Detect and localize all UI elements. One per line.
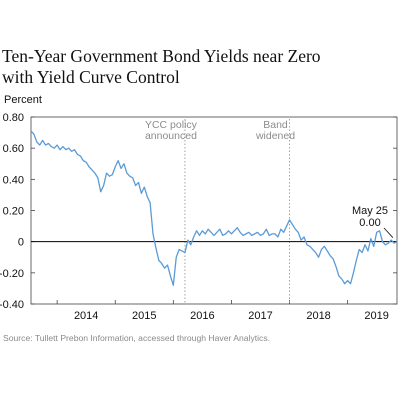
y-tick-label: 0 bbox=[18, 237, 24, 249]
chart-title: Ten-Year Government Bond Yields near Zer… bbox=[2, 46, 398, 88]
source-note: Source: Tullett Prebon Information, acce… bbox=[3, 333, 271, 343]
event-label: widened bbox=[255, 130, 295, 142]
x-axis: 2014 2015 2016 2017 2018 2019 bbox=[56, 300, 389, 322]
latest-value-annotation: May 250.00 bbox=[352, 205, 394, 238]
y-tick-label: -0.20 bbox=[0, 268, 24, 280]
event-label: announced bbox=[145, 130, 197, 142]
x-tick-label: 2015 bbox=[132, 310, 156, 322]
series-line-yield bbox=[30, 130, 398, 286]
y-axis-label: Percent bbox=[4, 94, 42, 106]
x-tick-label: 2014 bbox=[74, 310, 98, 322]
x-tick-label: 2018 bbox=[306, 310, 330, 322]
y-axis: 0.80 0.60 0.40 0.20 0 -0.20 -0.40 bbox=[0, 112, 397, 311]
y-tick-label: 0.80 bbox=[3, 112, 24, 124]
event-label: Band bbox=[263, 119, 288, 131]
chart-title-line-2: with Yield Curve Control bbox=[2, 67, 180, 87]
event-label: YCC policy bbox=[145, 119, 198, 131]
annotation-pointer bbox=[383, 227, 394, 238]
plot-frame bbox=[30, 116, 398, 305]
y-tick-label: 0.40 bbox=[3, 174, 24, 186]
y-tick-label: 0.20 bbox=[3, 206, 24, 218]
x-tick-label: 2016 bbox=[190, 310, 214, 322]
x-tick-label: 2017 bbox=[248, 310, 272, 322]
chart-title-line-1: Ten-Year Government Bond Yields near Zer… bbox=[2, 46, 321, 66]
y-tick-label: -0.40 bbox=[0, 299, 24, 311]
annotation-label: May 25 bbox=[352, 205, 388, 217]
x-tick-label: 2019 bbox=[364, 310, 388, 322]
y-tick-label: 0.60 bbox=[3, 143, 24, 155]
annotation-value: 0.00 bbox=[359, 217, 380, 229]
